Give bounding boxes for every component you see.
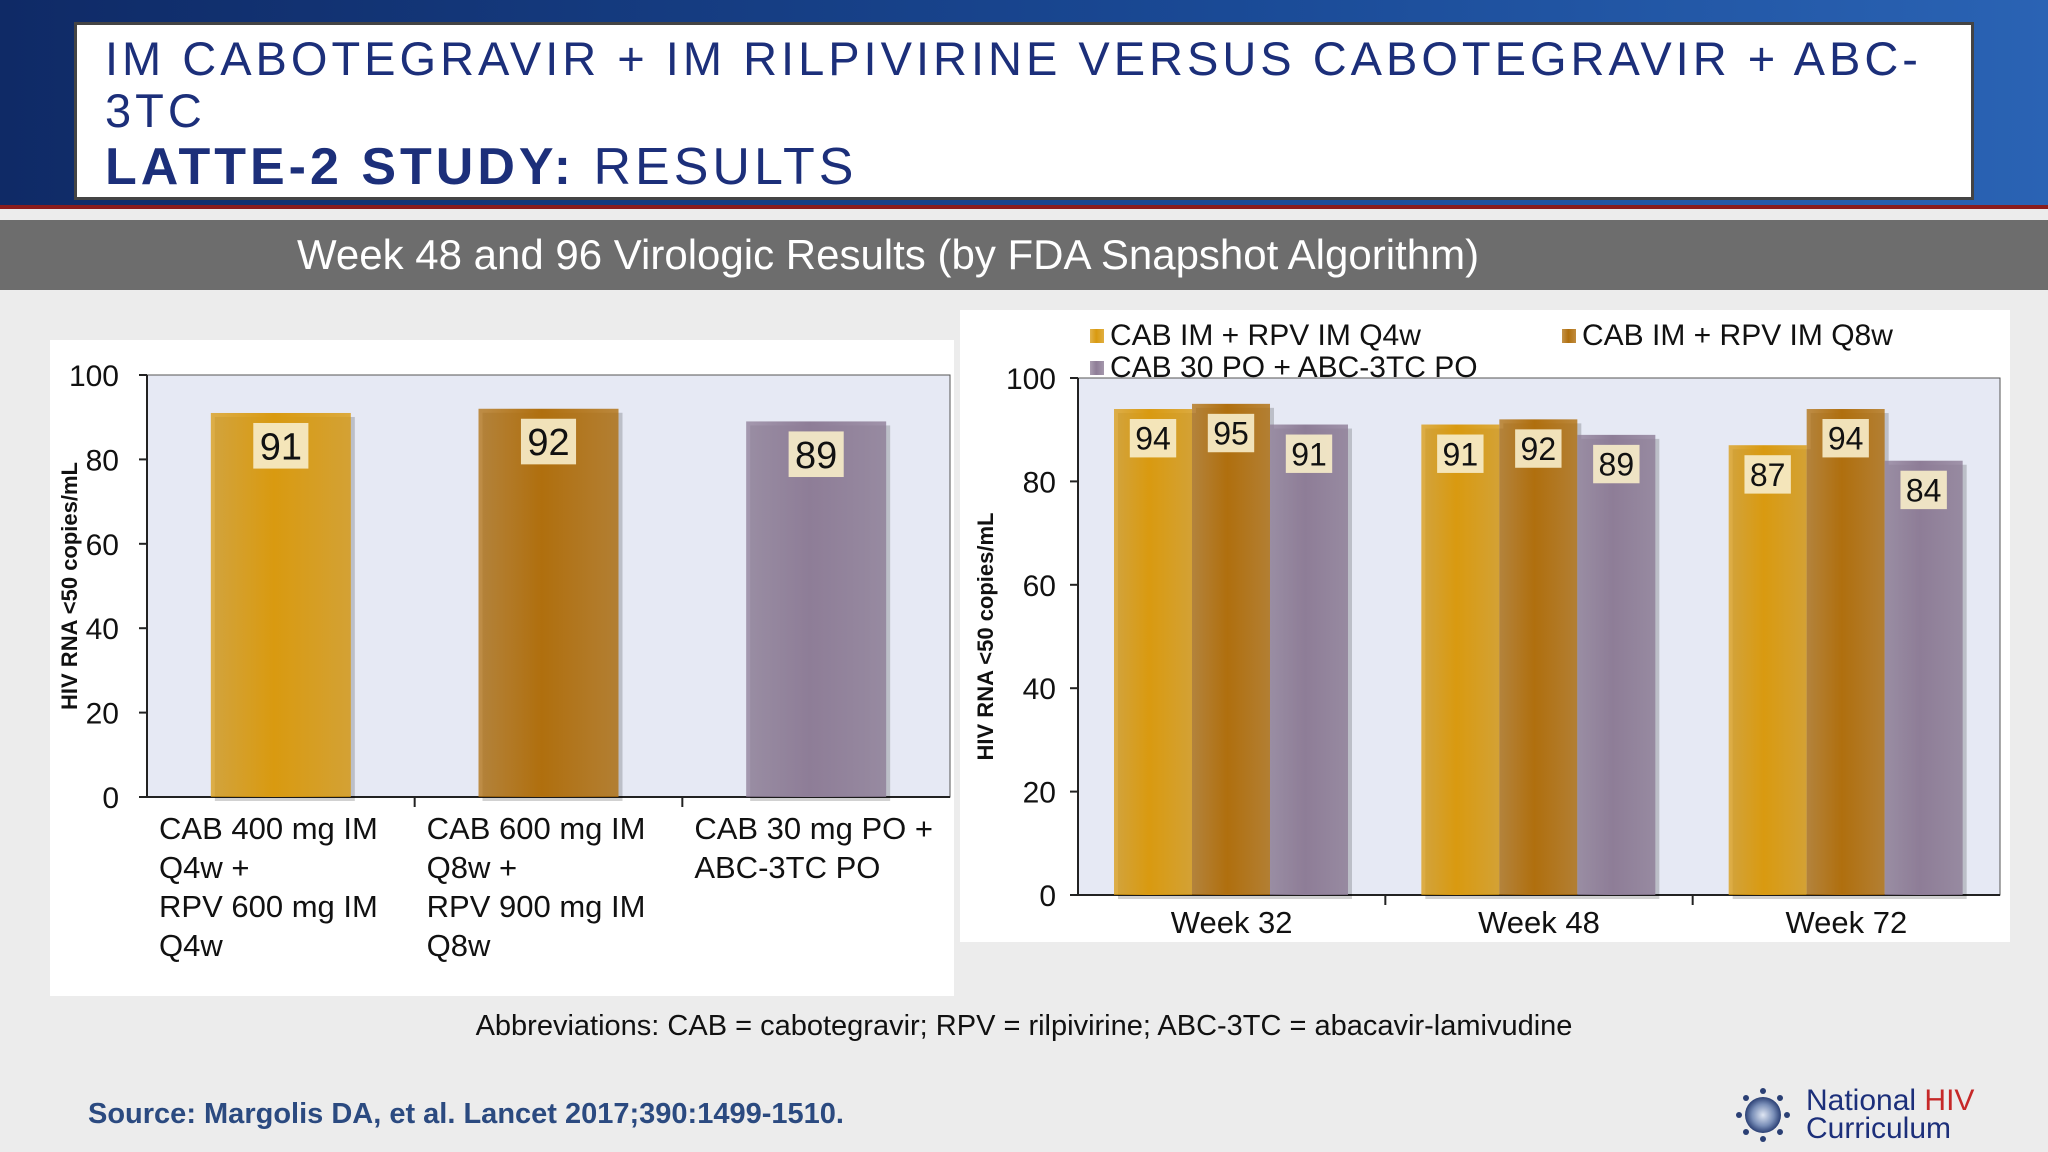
- data-label: 94: [1135, 421, 1171, 457]
- y-axis-label: HIV RNA <50 copies/mL: [973, 513, 998, 761]
- bar: [1728, 445, 1807, 895]
- bar: [1577, 434, 1656, 895]
- data-label: 84: [1906, 472, 1942, 508]
- data-label-box: [1593, 444, 1640, 484]
- subtitle: Week 48 and 96 Virologic Results (by FDA…: [297, 231, 1480, 278]
- data-label-box: [1129, 419, 1177, 458]
- data-label-box: [520, 418, 577, 465]
- title-study-name: LATTE-2 STUDY:: [105, 138, 576, 196]
- legend-swatch: [1090, 361, 1104, 375]
- data-label-box: [1437, 434, 1484, 473]
- title-box: IM CABOTEGRAVIR + IM RILPIVIRINE VERSUS …: [74, 22, 1974, 200]
- left-bar-chart: 0 20 40 60 80 100 HIV RNA <50 copies/mL 91 CAB 4…: [57, 360, 951, 963]
- y-tick-label: 80: [86, 444, 119, 477]
- bar: [1806, 409, 1885, 895]
- logo-emblem-icon: [1736, 1088, 1790, 1142]
- data-label-box: [253, 422, 309, 469]
- left-chart-panel: 0 20 40 60 80 100 HIV RNA <50 copies/mL 91 CAB 4…: [50, 340, 954, 996]
- bar: [1270, 424, 1348, 895]
- logo-word-national: National: [1806, 1084, 1925, 1117]
- x-tick-label: Q4w +: [159, 850, 249, 885]
- y-tick-label: 20: [1023, 777, 1056, 810]
- data-label-box: [788, 431, 844, 478]
- subtitle-bar: Week 48 and 96 Virologic Results (by FDA…: [0, 220, 2048, 290]
- data-label: 91: [1443, 436, 1479, 472]
- title-line-1: IM CABOTEGRAVIR + IM RILPIVIRINE VERSUS …: [105, 32, 1922, 137]
- logo-word-hiv: HIV: [1924, 1084, 1975, 1117]
- y-tick-label: 0: [1039, 880, 1056, 913]
- legend-swatch: [1090, 329, 1104, 343]
- y-tick-label: 100: [69, 360, 119, 393]
- x-tick-label: ABC-3TC PO: [694, 850, 880, 885]
- y-tick-label: 80: [1023, 466, 1056, 499]
- data-label-box: [1900, 470, 1947, 510]
- x-tick-label: Week 32: [1171, 905, 1293, 940]
- x-tick-label: CAB 600 mg IM: [427, 811, 646, 846]
- bar: [746, 421, 887, 797]
- national-hiv-curriculum-logo: National HIV Curriculum: [1730, 1083, 2030, 1145]
- x-tick-label: RPV 900 mg IM: [427, 889, 646, 924]
- data-label-box: [1285, 434, 1333, 473]
- data-label-box: [1207, 413, 1255, 453]
- legend-label: CAB 30 PO + ABC-3TC PO: [1110, 351, 1478, 384]
- bar: [210, 412, 351, 797]
- right-grouped-bar-chart: 0 20 40 60 80 100 HIV RNA <50 copies/mL CAB IM …: [973, 319, 2001, 940]
- data-label: 91: [1291, 436, 1327, 472]
- legend-label: CAB IM + RPV IM Q4w: [1110, 319, 1421, 352]
- bar: [1421, 424, 1500, 895]
- x-tick-label: Week 72: [1785, 905, 1907, 940]
- x-tick-label: Week 48: [1478, 905, 1600, 940]
- y-tick-label: 40: [86, 613, 119, 646]
- data-label: 89: [1599, 447, 1635, 483]
- x-tick-label: Q8w: [427, 928, 491, 963]
- bar: [1192, 403, 1270, 895]
- legend-label: CAB IM + RPV IM Q8w: [1582, 319, 1893, 352]
- data-label-box: [1822, 419, 1869, 458]
- right-chart-panel: 0 20 40 60 80 100 HIV RNA <50 copies/mL CAB IM …: [960, 310, 2010, 942]
- y-tick-label: 20: [86, 698, 119, 731]
- bar: [1884, 460, 1963, 895]
- bar: [1114, 409, 1192, 895]
- y-tick-label: 60: [1023, 570, 1056, 603]
- y-tick-label: 60: [86, 529, 119, 562]
- data-label: 94: [1828, 421, 1864, 457]
- data-label-box: [1515, 429, 1562, 468]
- data-label: 91: [260, 426, 302, 468]
- x-tick-label: CAB 30 mg PO +: [694, 811, 933, 846]
- data-label: 92: [527, 422, 569, 464]
- title-results: RESULTS: [575, 138, 858, 196]
- data-label: 87: [1750, 457, 1786, 493]
- x-tick-label: Q8w +: [427, 850, 517, 885]
- data-label: 92: [1521, 431, 1557, 467]
- logo-word-curriculum: Curriculum: [1806, 1112, 1952, 1145]
- y-tick-label: 100: [1006, 363, 1056, 396]
- data-label: 95: [1213, 416, 1249, 452]
- logo-text: National HIV Curriculum: [1806, 1084, 1975, 1145]
- abbreviations-note: Abbreviations: CAB = cabotegravir; RPV =…: [475, 1010, 1573, 1042]
- data-label-box: [1744, 455, 1791, 494]
- x-tick-label: Q4w: [159, 928, 223, 963]
- x-tick-label: CAB 400 mg IM: [159, 811, 378, 846]
- title-line-2: LATTE-2 STUDY: RESULTS: [105, 137, 1943, 197]
- source-citation: Source: Margolis DA, et al. Lancet 2017;…: [88, 1098, 844, 1130]
- bar: [1499, 419, 1578, 895]
- y-axis-label: HIV RNA <50 copies/mL: [57, 462, 82, 710]
- y-tick-label: 40: [1023, 673, 1056, 706]
- legend-swatch: [1562, 329, 1576, 343]
- data-label: 89: [795, 435, 837, 477]
- y-tick-label: 0: [102, 782, 119, 815]
- bar: [478, 408, 619, 797]
- x-tick-label: RPV 600 mg IM: [159, 889, 378, 924]
